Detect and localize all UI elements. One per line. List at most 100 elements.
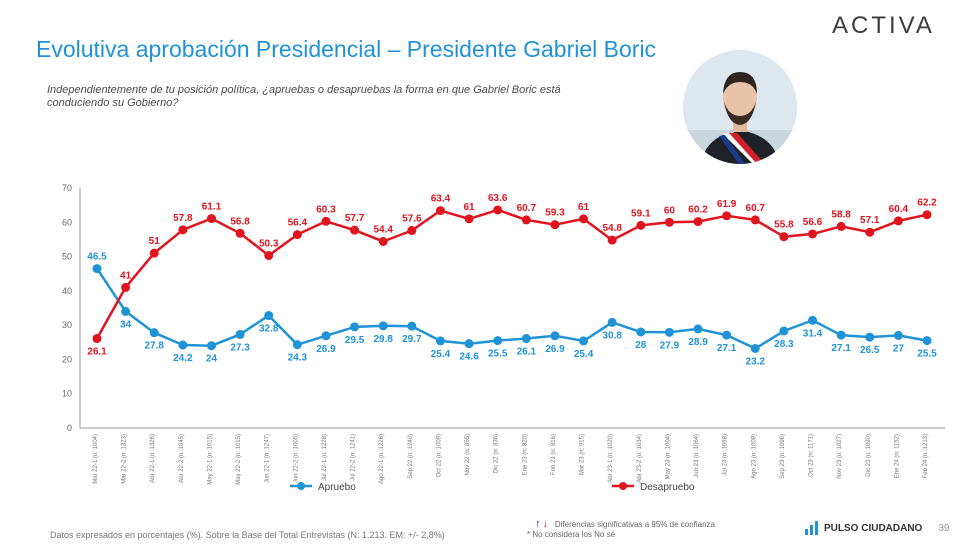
- bars-icon: [805, 521, 818, 535]
- data-point-apruebo: [464, 339, 474, 349]
- data-labels: 46.5 34 27.8 24.2 24 27.3 32.8 24.3 26.9 29.5 29.8…: [87, 193, 937, 368]
- data-label-desapruebo: 61.9: [717, 199, 737, 210]
- data-point-apruebo: [149, 328, 159, 338]
- data-label-apruebo: 29.7: [402, 334, 422, 345]
- data-point-desapruebo: [722, 211, 732, 221]
- data-label-apruebo: 24: [206, 354, 218, 365]
- data-label-apruebo: 30.8: [602, 330, 622, 341]
- data-point-apruebo: [579, 336, 589, 346]
- data-point-desapruebo: [292, 230, 302, 240]
- y-tick-label: 30: [62, 320, 72, 330]
- x-tick-label: Sep 22 (n: 1240): [408, 434, 414, 479]
- data-point-apruebo: [350, 322, 360, 332]
- data-label-desapruebo: 60.4: [889, 204, 909, 215]
- data-point-desapruebo: [435, 206, 445, 216]
- x-tick-label: Feb 23 (n: 816): [551, 434, 557, 475]
- data-label-desapruebo: 57.6: [402, 214, 422, 225]
- legend-label-apruebo: Apruebo: [318, 482, 356, 493]
- x-tick-label: Abr 23-2 (n: 1034): [637, 434, 643, 483]
- data-label-apruebo: 28: [635, 340, 647, 351]
- data-point-apruebo: [121, 306, 131, 316]
- x-tick-label: Feb 24 (n: 1213): [923, 434, 929, 478]
- x-tick-label: Mar 22-2 (n: 1323): [122, 434, 128, 484]
- data-point-desapruebo: [92, 334, 102, 344]
- survey-question: Independientemente de tu posición políti…: [47, 84, 561, 109]
- x-tick-label: Mar 22-1 (n: 1004): [93, 434, 99, 484]
- data-point-desapruebo: [693, 217, 703, 227]
- legend-marker-desapruebo: [619, 482, 627, 490]
- data-label-desapruebo: 26.1: [87, 347, 107, 358]
- data-point-apruebo: [808, 315, 818, 325]
- data-point-desapruebo: [350, 225, 360, 235]
- x-tick-label: Jun 23 (n: 1064): [694, 434, 700, 478]
- data-point-desapruebo: [922, 210, 932, 220]
- data-point-desapruebo: [521, 215, 531, 225]
- data-point-desapruebo: [808, 229, 818, 239]
- data-label-apruebo: 27.1: [717, 343, 737, 354]
- data-label-desapruebo: 59.1: [631, 208, 651, 219]
- data-label-apruebo: 27.8: [145, 341, 165, 352]
- series-line-apruebo: [95, 267, 928, 350]
- data-point-apruebo: [607, 317, 617, 327]
- data-label-desapruebo: 61: [464, 202, 476, 213]
- x-tick-label: Abr 22-1 (n: 1326): [150, 434, 156, 483]
- significance-note: Diferencias significativas a 95% de conf…: [554, 520, 715, 529]
- x-tick-label: Jul 23 (n: 1058): [723, 434, 729, 476]
- no-se-note: * No considera los No sé: [527, 530, 616, 539]
- data-label-desapruebo: 56.8: [230, 216, 250, 227]
- data-point-apruebo: [178, 340, 188, 350]
- data-point-apruebo: [206, 341, 216, 351]
- y-axis-ticks: 0 10 20 30 40 50 60 70: [62, 183, 72, 433]
- data-point-desapruebo: [664, 217, 674, 227]
- data-label-apruebo: 27.3: [230, 342, 250, 353]
- data-point-apruebo: [722, 330, 732, 340]
- x-tick-label: Ene 24 (n: 1152): [894, 434, 900, 478]
- x-tick-label: Abr 22-2 (n: 1045): [179, 434, 185, 483]
- data-label-desapruebo: 56.4: [288, 218, 308, 229]
- data-label-apruebo: 26.9: [545, 344, 565, 355]
- data-point-desapruebo: [321, 216, 331, 226]
- data-label-desapruebo: 61.1: [202, 202, 222, 213]
- x-tick-label: Dic 23 (n: 1090): [866, 434, 872, 477]
- page-title: Evolutiva aprobación Presidencial – Pres…: [36, 36, 657, 62]
- data-label-desapruebo: 57.8: [173, 213, 193, 224]
- series-line-desapruebo: [95, 208, 928, 340]
- data-point-desapruebo: [206, 214, 216, 224]
- data-label-apruebo: 32.8: [259, 324, 279, 335]
- data-label-desapruebo: 54.8: [602, 223, 622, 234]
- x-tick-label: Sep 23 (n: 1096): [780, 434, 786, 479]
- data-label-apruebo: 25.5: [917, 349, 937, 360]
- legend-marker-apruebo: [297, 482, 305, 490]
- data-label-apruebo: 24.6: [459, 352, 479, 363]
- data-point-apruebo: [922, 336, 932, 346]
- data-label-apruebo: 28.3: [774, 339, 794, 350]
- data-label-desapruebo: 55.8: [774, 220, 794, 231]
- data-label-desapruebo: 61: [578, 202, 590, 213]
- data-point-desapruebo: [550, 220, 560, 230]
- activa-logo: ACTIVA: [832, 12, 935, 39]
- data-label-desapruebo: 54.4: [373, 224, 393, 235]
- arrow-up-icon: ↑: [535, 518, 541, 530]
- data-point-apruebo: [750, 343, 760, 353]
- data-label-desapruebo: 56.6: [803, 217, 823, 228]
- data-point-desapruebo: [579, 214, 589, 224]
- data-point-apruebo: [893, 330, 903, 340]
- chart-series: [92, 205, 932, 353]
- data-label-desapruebo: 60.7: [746, 203, 766, 214]
- data-point-apruebo: [865, 332, 875, 342]
- data-point-desapruebo: [407, 226, 417, 236]
- legend-label-desapruebo: Desapruebo: [640, 482, 695, 493]
- data-label-apruebo: 25.5: [488, 349, 508, 360]
- data-label-apruebo: 25.4: [431, 349, 451, 360]
- data-point-apruebo: [321, 331, 331, 341]
- x-tick-label: Dic 22 (n: 836): [494, 434, 500, 473]
- data-label-desapruebo: 58.8: [831, 209, 851, 220]
- x-tick-label: Jun 22-2 (n: 1005): [293, 434, 299, 483]
- x-tick-label: Oct 22 (n: 1009): [436, 434, 442, 477]
- data-label-apruebo: 29.8: [373, 334, 393, 345]
- data-label-desapruebo: 60.3: [316, 204, 336, 215]
- data-label-apruebo: 27.1: [831, 343, 851, 354]
- data-point-desapruebo: [865, 227, 875, 237]
- data-label-desapruebo: 63.4: [431, 194, 451, 205]
